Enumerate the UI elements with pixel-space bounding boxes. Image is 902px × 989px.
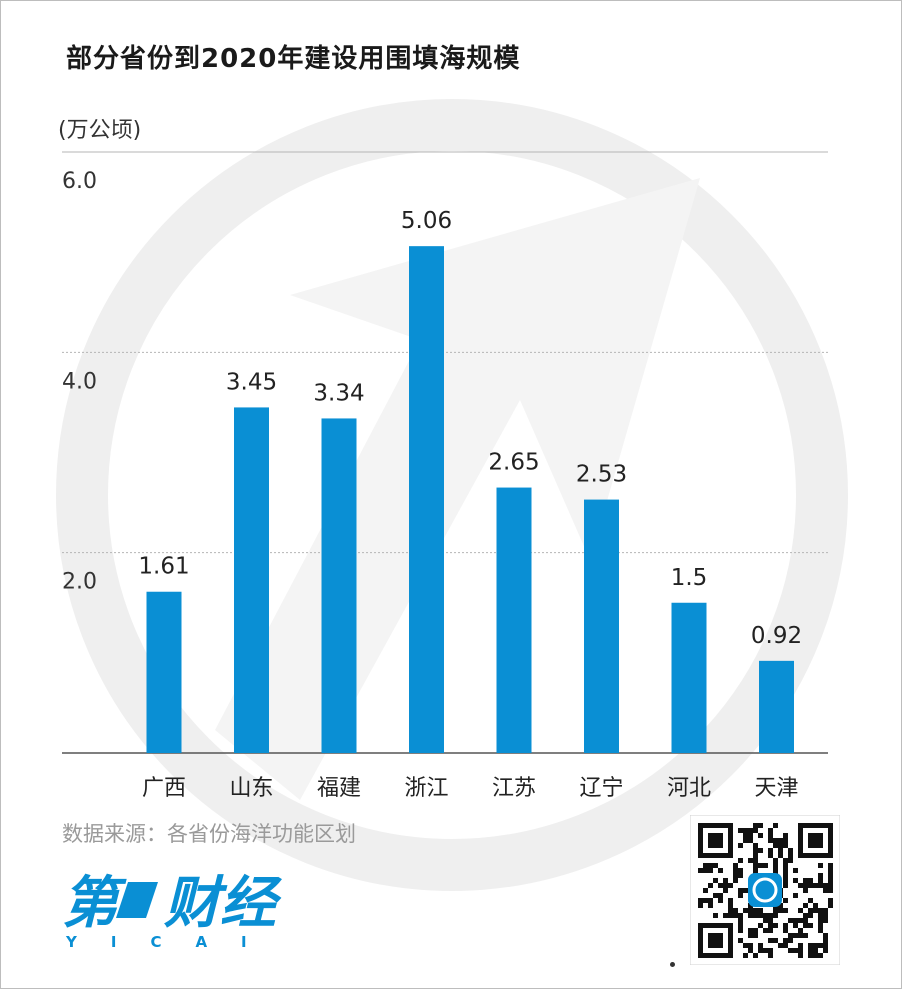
source-note: 数据来源：各省份海洋功能区划 [62, 822, 356, 846]
bar-value-label: 3.34 [313, 380, 364, 406]
yicai-logo: 第 财经 YICAI [62, 871, 282, 950]
bar-value-label: 0.92 [751, 623, 802, 649]
bar-1 [146, 591, 182, 753]
x-tick-label: 河北 [667, 776, 711, 801]
bar-value-label: 2.53 [576, 462, 627, 488]
x-tick-label: 广西 [142, 776, 186, 801]
svg-text:财经: 财经 [164, 871, 282, 936]
x-tick-label: 福建 [317, 776, 361, 801]
bar-value-label: 5.06 [401, 208, 452, 234]
svg-text:YICAI: YICAI [65, 933, 281, 950]
bar-6 [584, 499, 619, 753]
y-tick-label: 2.0 [62, 570, 97, 595]
x-tick-label: 天津 [754, 776, 798, 801]
bar-5 [496, 487, 532, 753]
bar-7 [671, 602, 707, 753]
svg-text:第: 第 [62, 871, 127, 936]
x-tick-label: 辽宁 [579, 776, 623, 801]
bar-3 [321, 418, 357, 753]
x-tick-label: 山东 [229, 776, 273, 801]
qr-code[interactable] [690, 815, 840, 965]
bar-value-label: 1.61 [138, 554, 189, 580]
bar-value-label: 2.65 [488, 450, 539, 476]
bar-2 [234, 407, 269, 753]
x-tick-label: 浙江 [404, 776, 448, 801]
y-tick-label: 4.0 [62, 369, 97, 394]
bar-8 [759, 660, 794, 753]
bar-value-label: 3.45 [226, 369, 277, 395]
x-tick-label: 江苏 [492, 776, 536, 801]
bar-4 [409, 246, 444, 753]
y-axis-unit-label: (万公顷) [58, 118, 142, 143]
y-tick-label: 6.0 [62, 169, 97, 194]
decorative-dot [670, 962, 675, 967]
chart-title: 部分省份到2020年建设用围填海规模 [66, 44, 521, 74]
bar-value-label: 1.5 [671, 565, 708, 591]
